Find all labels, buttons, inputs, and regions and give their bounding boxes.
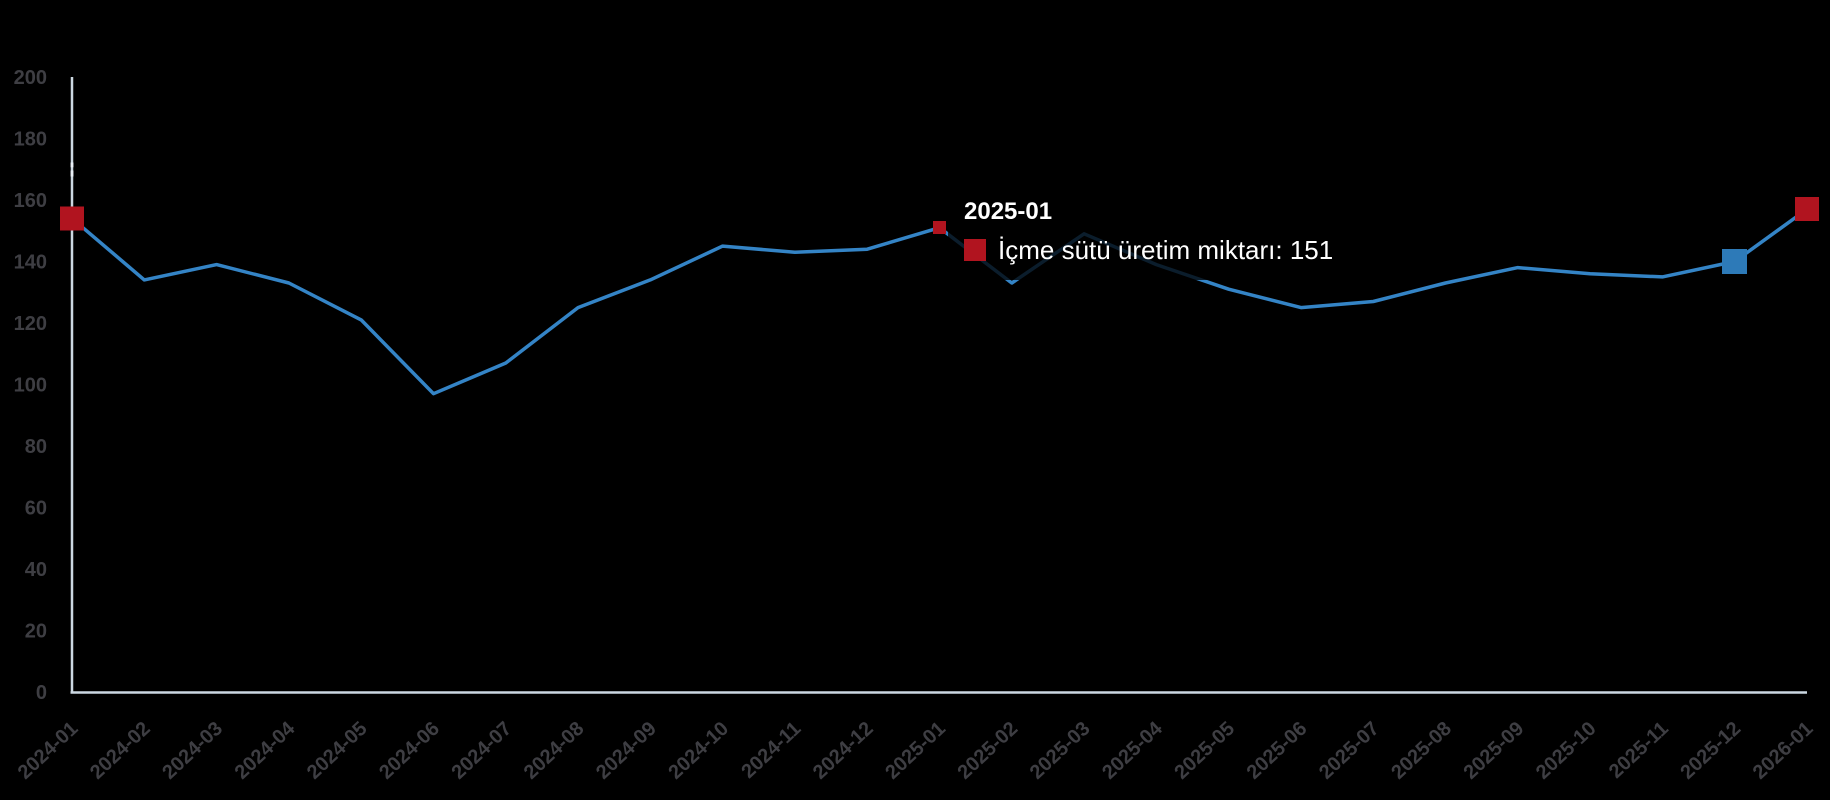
y-axis-tick-label: 20 [25, 621, 47, 643]
y-axis-tick-label: 120 [14, 313, 47, 335]
x-axis-tick-label: 2025-06 [1243, 718, 1312, 784]
x-axis-tick-label: 2025-09 [1460, 718, 1529, 784]
x-axis-tick-label: 2025-12 [1676, 718, 1745, 784]
y-axis-tick-label: 0 [36, 682, 47, 704]
y-axis-tick-label: 200 [14, 67, 47, 89]
x-axis-tick-label: 2024-07 [447, 718, 516, 784]
x-axis-tick-label: 2024-11 [737, 718, 805, 783]
x-axis-tick-label: 2024-06 [375, 718, 444, 784]
data-point-marker-2024-01[interactable] [60, 206, 84, 231]
x-axis-tick-label: 2025-02 [954, 718, 1023, 784]
x-axis-tick-label: 2025-01 [881, 718, 950, 784]
x-axis-tick-label: 2025-11 [1605, 718, 1673, 783]
tooltip-series-value: İçme sütü üretim miktarı: 151 [998, 234, 1334, 265]
x-axis-tick-label: 2024-02 [86, 718, 155, 784]
y-axis-tick-label: 180 [14, 129, 47, 151]
tooltip-series-row: İçme sütü üretim miktarı: 151 [964, 234, 1344, 265]
x-axis-tick-label: 2025-04 [1098, 717, 1167, 784]
x-axis-tick-label: 2025-10 [1532, 718, 1601, 784]
x-axis-tick-label: 2025-08 [1387, 718, 1456, 784]
y-axis-tick-label: 140 [14, 252, 47, 274]
data-point-marker-2025-01[interactable] [933, 221, 946, 235]
x-axis-tick-label: 2024-08 [520, 718, 589, 784]
x-axis-tick-label: 2024-12 [809, 718, 878, 784]
tooltip-date: 2025-01 [964, 198, 1053, 225]
y-axis-dash-mark [70, 170, 74, 177]
tooltip: 2025-01 İçme sütü üretim miktarı: 151 [948, 186, 1360, 280]
y-axis-tick-label: 40 [25, 559, 47, 581]
x-axis-tick-label: 2025-07 [1315, 718, 1384, 784]
y-axis-dash-mark [70, 162, 74, 168]
data-point-marker-2025-12[interactable] [1722, 249, 1748, 274]
x-axis-tick-label: 2024-03 [158, 718, 227, 784]
x-axis-tick-label: 2024-01 [14, 718, 83, 784]
series-line-icme-sutu-uretim [70, 207, 1809, 396]
x-axis-tick-label: 2024-10 [664, 718, 733, 784]
x-axis-tick-label: 2024-09 [592, 718, 661, 784]
x-axis-tick-label: 2024-05 [303, 718, 372, 784]
series-swatch-icon [964, 238, 986, 261]
x-axis-tick-label: 2024-04 [231, 717, 300, 784]
y-axis-tick-label: 80 [25, 436, 47, 458]
data-point-marker-2026-01[interactable] [1795, 197, 1819, 222]
x-axis-tick-label: 2025-03 [1026, 718, 1095, 784]
y-axis-tick-label: 160 [14, 190, 47, 212]
y-axis-tick-label: 100 [14, 375, 47, 397]
x-axis-tick-label: 2025-05 [1170, 718, 1239, 784]
x-axis-tick-label: 2026-01 [1749, 718, 1818, 784]
y-axis-tick-label: 60 [25, 498, 47, 520]
